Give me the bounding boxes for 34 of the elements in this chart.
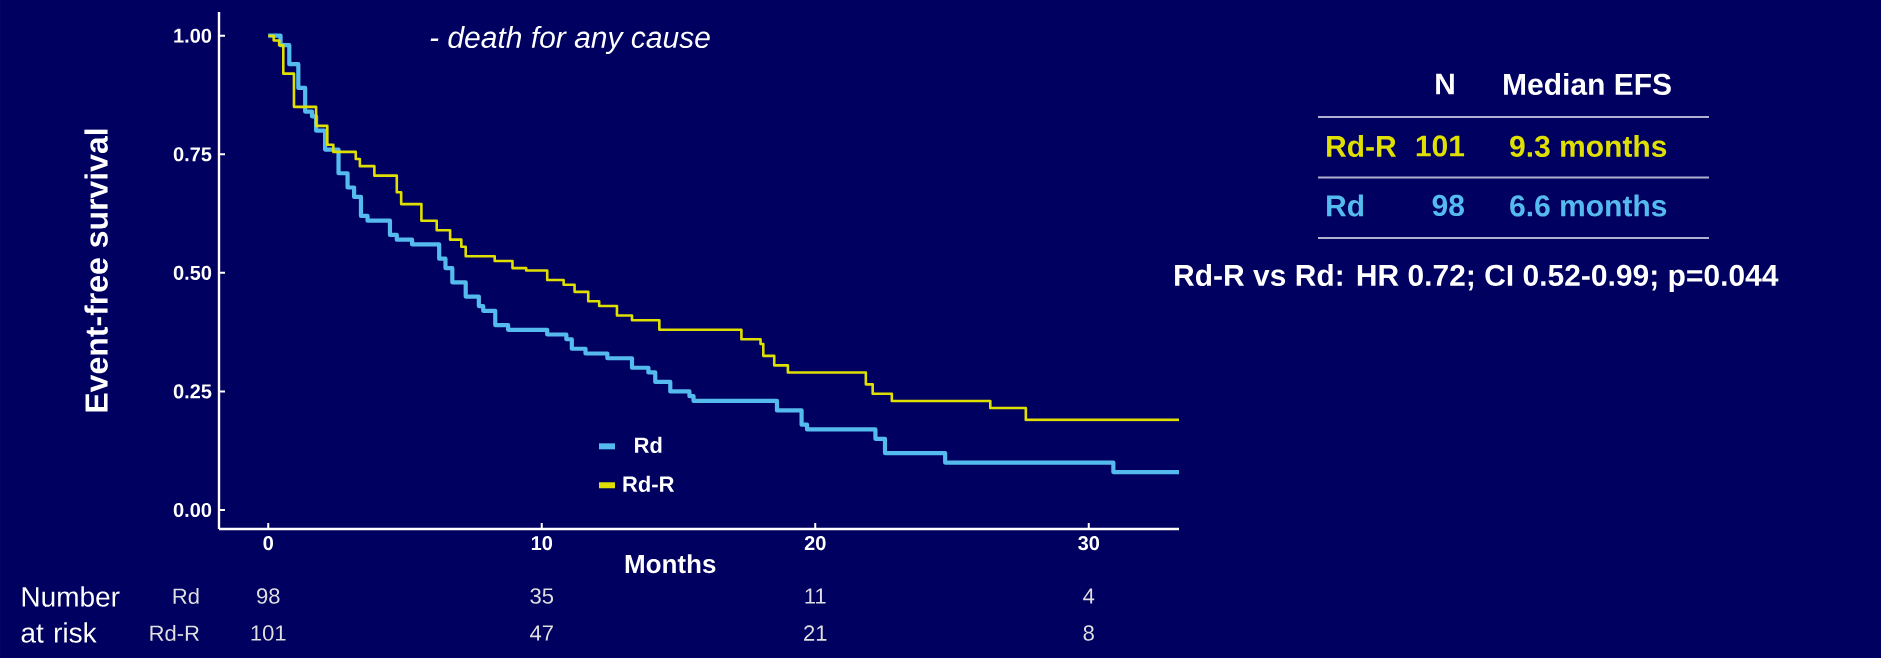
text: 101: [1416, 135, 1465, 157]
text: Rd-R: [1327, 134, 1397, 157]
text: Median EFS: [1504, 72, 1671, 95]
y-tick-label: 0.75: [173, 147, 212, 162]
text: Number at risk: [21, 586, 120, 643]
text: 9.3 months: [1510, 134, 1667, 158]
x-tick-label: 0: [263, 536, 273, 551]
chart-title: - death for any cause: [430, 26, 710, 54]
x-tick-label: 10: [531, 536, 553, 551]
x-tick-label: 20: [804, 536, 826, 551]
legend-label: Rd: [635, 436, 662, 454]
annotation: Rd-R vs Rd: HR 0.72; CI 0.52-0.99; p=0.044: [1175, 264, 1779, 292]
text: 35: [530, 588, 554, 604]
y-tick-label: 1.00: [174, 28, 212, 43]
text: 98: [257, 588, 280, 604]
text: N: [1436, 73, 1454, 95]
y-tick-label: 0.50: [173, 265, 212, 280]
text: 4: [1083, 588, 1095, 604]
text: Rd: [173, 587, 199, 605]
x-tick-label: 30: [1078, 536, 1100, 551]
y-axis-title: Event-free survival: [84, 129, 108, 412]
text: Rd-R: [150, 624, 199, 642]
y-tick-label: 0.00: [173, 502, 212, 518]
text: 11: [805, 588, 826, 604]
text: 47: [530, 625, 553, 641]
text: 98: [1432, 194, 1464, 217]
text: 101: [251, 625, 286, 641]
text: 21: [804, 625, 827, 641]
text: 8: [1083, 625, 1094, 641]
text: 6.6 months: [1510, 194, 1667, 217]
y-tick-label: 0.25: [173, 384, 212, 399]
text: Rd: [1327, 194, 1364, 217]
x-axis-title: Months: [625, 554, 716, 574]
legend-label: Rd-R: [623, 475, 675, 492]
